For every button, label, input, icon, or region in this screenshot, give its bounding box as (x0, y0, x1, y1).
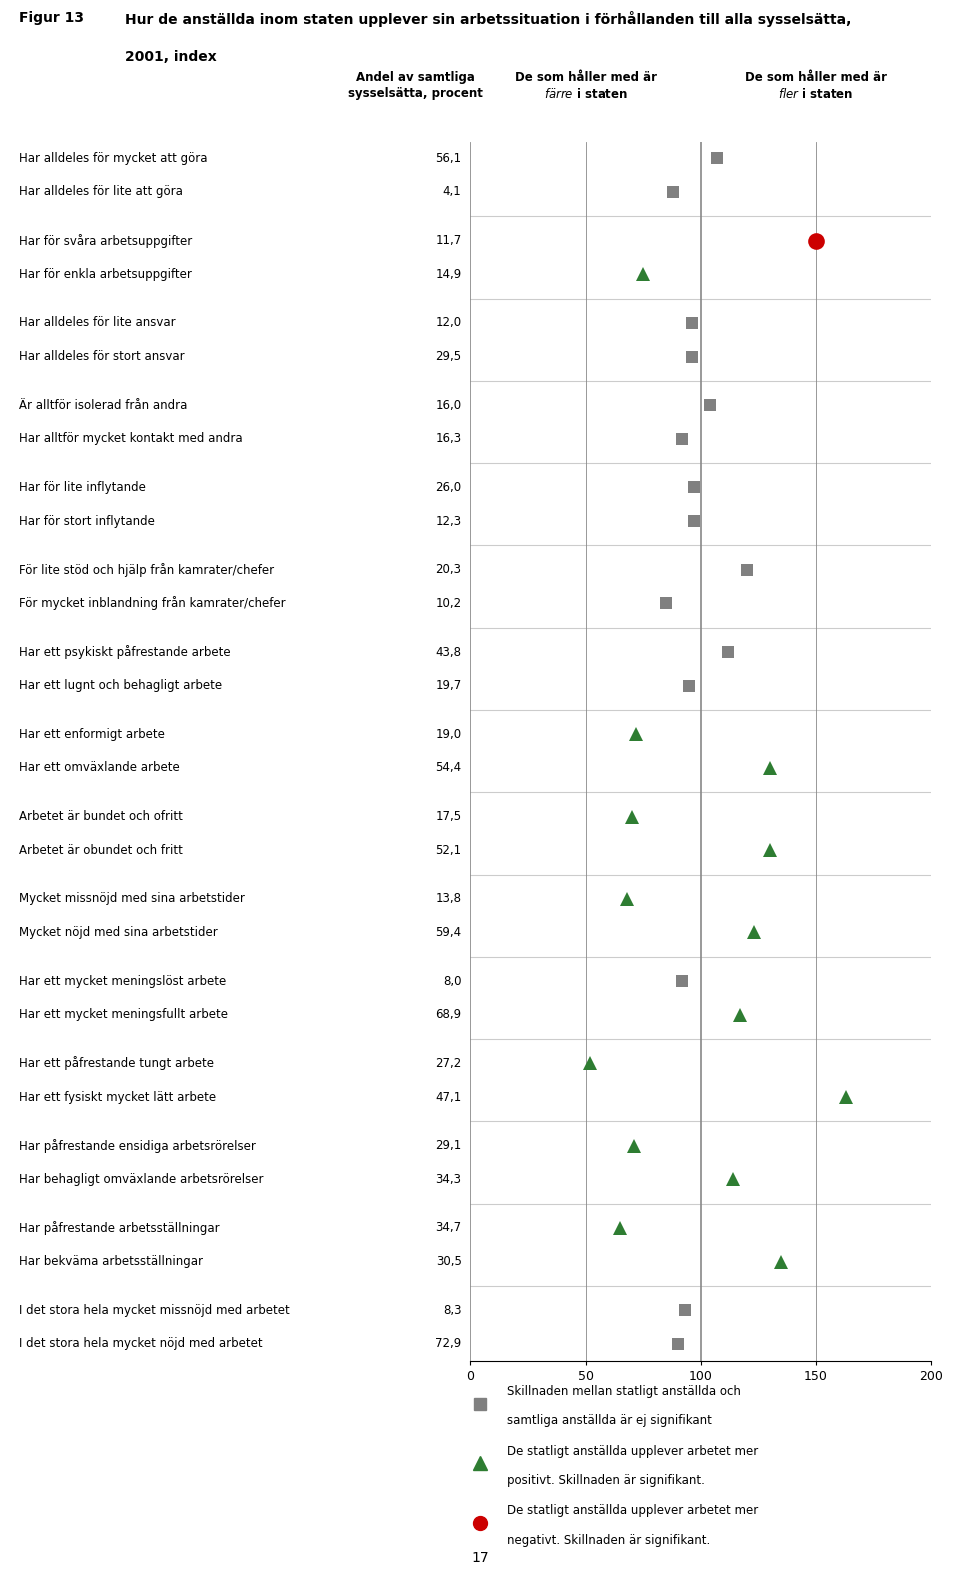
Text: negativt. Skillnaden är signifikant.: negativt. Skillnaden är signifikant. (507, 1534, 710, 1546)
Text: Har ett fysiskt mycket lätt arbete: Har ett fysiskt mycket lätt arbete (19, 1090, 216, 1104)
Text: Skillnaden mellan statligt anställda och: Skillnaden mellan statligt anställda och (507, 1386, 741, 1398)
Text: Har alldeles för mycket att göra: Har alldeles för mycket att göra (19, 153, 207, 165)
Text: 11,7: 11,7 (435, 234, 462, 247)
Text: Har bekväma arbetsställningar: Har bekväma arbetsställningar (19, 1255, 204, 1268)
Text: 4,1: 4,1 (443, 186, 462, 198)
Text: 29,5: 29,5 (436, 351, 462, 363)
Text: 14,9: 14,9 (435, 267, 462, 280)
Text: Har för stort inflytande: Har för stort inflytande (19, 514, 156, 527)
Text: 59,4: 59,4 (436, 926, 462, 939)
Text: 17,5: 17,5 (436, 810, 462, 823)
Text: 56,1: 56,1 (436, 153, 462, 165)
Text: 30,5: 30,5 (436, 1255, 462, 1268)
Text: 68,9: 68,9 (436, 1008, 462, 1021)
Text: Har alldeles för lite att göra: Har alldeles för lite att göra (19, 186, 183, 198)
Text: I det stora hela mycket nöjd med arbetet: I det stora hela mycket nöjd med arbetet (19, 1337, 263, 1350)
Text: Har ett enformigt arbete: Har ett enformigt arbete (19, 728, 165, 741)
Text: Andel av samtliga
sysselsätta, procent: Andel av samtliga sysselsätta, procent (348, 71, 483, 99)
Text: De statligt anställda upplever arbetet mer: De statligt anställda upplever arbetet m… (507, 1444, 758, 1458)
Text: De statligt anställda upplever arbetet mer: De statligt anställda upplever arbetet m… (507, 1504, 758, 1518)
Text: 16,0: 16,0 (436, 398, 462, 412)
Text: 19,7: 19,7 (435, 680, 462, 692)
Text: Mycket nöjd med sina arbetstider: Mycket nöjd med sina arbetstider (19, 926, 218, 939)
Text: 43,8: 43,8 (436, 645, 462, 659)
Text: 26,0: 26,0 (436, 481, 462, 494)
Text: 34,3: 34,3 (436, 1173, 462, 1186)
Text: 8,3: 8,3 (444, 1304, 462, 1317)
Text: Har alltför mycket kontakt med andra: Har alltför mycket kontakt med andra (19, 433, 243, 445)
Text: 10,2: 10,2 (436, 596, 462, 610)
Text: 16,3: 16,3 (436, 433, 462, 445)
Text: Har påfrestande arbetsställningar: Har påfrestande arbetsställningar (19, 1221, 220, 1235)
Text: Har för lite inflytande: Har för lite inflytande (19, 481, 146, 494)
Text: För lite stöd och hjälp från kamrater/chefer: För lite stöd och hjälp från kamrater/ch… (19, 563, 275, 577)
Text: Har alldeles för stort ansvar: Har alldeles för stort ansvar (19, 351, 185, 363)
Text: Har alldeles för lite ansvar: Har alldeles för lite ansvar (19, 316, 176, 329)
Text: 52,1: 52,1 (436, 843, 462, 857)
Text: Har ett mycket meningsfullt arbete: Har ett mycket meningsfullt arbete (19, 1008, 228, 1021)
Text: Arbetet är obundet och fritt: Arbetet är obundet och fritt (19, 843, 183, 857)
Text: Har påfrestande ensidiga arbetsrörelser: Har påfrestande ensidiga arbetsrörelser (19, 1139, 256, 1153)
Text: 72,9: 72,9 (435, 1337, 462, 1350)
Text: 12,0: 12,0 (436, 316, 462, 329)
Text: Har behagligt omväxlande arbetsrörelser: Har behagligt omväxlande arbetsrörelser (19, 1173, 264, 1186)
Text: Hur de anställda inom staten upplever sin arbetssituation i förhållanden till al: Hur de anställda inom staten upplever si… (125, 11, 852, 27)
Text: 27,2: 27,2 (435, 1057, 462, 1070)
Text: De som håller med är
$\it{färre}$ i staten: De som håller med är $\it{färre}$ i stat… (515, 71, 657, 101)
Text: Mycket missnöjd med sina arbetstider: Mycket missnöjd med sina arbetstider (19, 892, 245, 906)
Text: 29,1: 29,1 (435, 1139, 462, 1151)
Text: 13,8: 13,8 (436, 892, 462, 906)
Text: Arbetet är bundet och ofritt: Arbetet är bundet och ofritt (19, 810, 183, 823)
Text: Är alltför isolerad från andra: Är alltför isolerad från andra (19, 398, 187, 412)
Text: Har för enkla arbetsuppgifter: Har för enkla arbetsuppgifter (19, 267, 192, 280)
Text: 19,0: 19,0 (436, 728, 462, 741)
Text: Har ett psykiskt påfrestande arbete: Har ett psykiskt påfrestande arbete (19, 645, 230, 659)
Text: samtliga anställda är ej signifikant: samtliga anställda är ej signifikant (507, 1414, 712, 1427)
Text: Figur 13: Figur 13 (19, 11, 84, 25)
Text: Har ett lugnt och behagligt arbete: Har ett lugnt och behagligt arbete (19, 680, 223, 692)
Text: Har ett påfrestande tungt arbete: Har ett påfrestande tungt arbete (19, 1057, 214, 1070)
Text: 20,3: 20,3 (436, 563, 462, 576)
Text: 34,7: 34,7 (436, 1222, 462, 1235)
Text: Har ett omväxlande arbete: Har ett omväxlande arbete (19, 761, 180, 774)
Text: I det stora hela mycket missnöjd med arbetet: I det stora hela mycket missnöjd med arb… (19, 1304, 290, 1317)
Text: 47,1: 47,1 (435, 1090, 462, 1104)
Text: 2001, index: 2001, index (125, 50, 217, 63)
Text: 17: 17 (471, 1551, 489, 1565)
Text: Har för svåra arbetsuppgifter: Har för svåra arbetsuppgifter (19, 234, 192, 247)
Text: positivt. Skillnaden är signifikant.: positivt. Skillnaden är signifikant. (507, 1474, 706, 1486)
Text: 54,4: 54,4 (436, 761, 462, 774)
Text: De som håller med är
$\it{fler}$ i staten: De som håller med är $\it{fler}$ i state… (745, 71, 887, 101)
Text: Har ett mycket meningslöst arbete: Har ett mycket meningslöst arbete (19, 975, 227, 988)
Text: 12,3: 12,3 (436, 514, 462, 527)
Text: För mycket inblandning från kamrater/chefer: För mycket inblandning från kamrater/che… (19, 596, 286, 610)
Text: 8,0: 8,0 (444, 975, 462, 988)
